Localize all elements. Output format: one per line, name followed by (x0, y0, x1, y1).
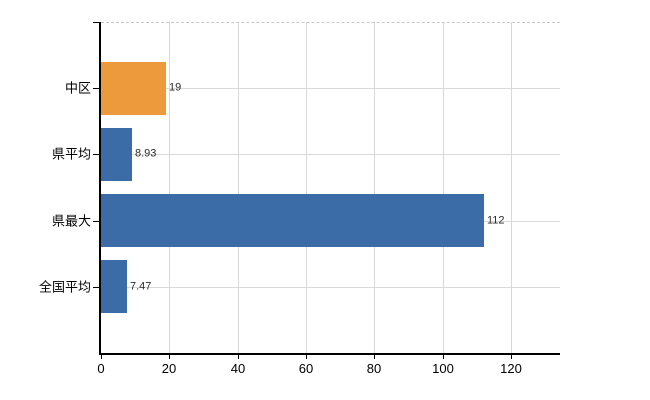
bar-0 (101, 62, 166, 115)
category-label: 県最大 (51, 213, 91, 229)
x-gridline (511, 22, 512, 353)
bar-2 (101, 194, 484, 247)
x-tick-label: 100 (432, 361, 454, 376)
x-tick-mark (306, 355, 307, 359)
plot-area: 19 8.93 112 7.47 (93, 22, 560, 359)
x-tick-mark (169, 355, 170, 359)
value-label: 8.93 (135, 147, 157, 160)
bar-1 (101, 128, 132, 181)
y-axis (99, 22, 101, 355)
value-label: 112 (487, 214, 505, 227)
x-axis (99, 353, 560, 355)
x-tick-label: 60 (298, 361, 314, 376)
x-tick-mark (511, 355, 512, 359)
y-tick-mark (93, 287, 99, 288)
category-label: 県平均 (51, 146, 91, 162)
x-tick-label: 80 (366, 361, 382, 376)
x-gridline (238, 22, 239, 353)
value-label: 19 (169, 81, 182, 94)
y-tick-mark (93, 22, 99, 23)
bar-3 (101, 260, 127, 313)
x-gridline (306, 22, 307, 353)
x-gridline (443, 22, 444, 353)
x-gridline (374, 22, 375, 353)
x-tick-label: 120 (500, 361, 522, 376)
y-tick-mark (93, 221, 99, 222)
y-tick-mark (93, 88, 99, 89)
x-tick-label: 40 (230, 361, 246, 376)
category-label: 中区 (64, 80, 91, 96)
y-gridline (101, 287, 560, 288)
y-tick-mark (93, 154, 99, 155)
y-gridline (101, 154, 560, 155)
y-gridline (101, 88, 560, 89)
x-tick-mark (374, 355, 375, 359)
x-tick-mark (443, 355, 444, 359)
x-gridline (169, 22, 170, 353)
x-tick-label: 0 (97, 361, 105, 376)
category-label: 全国平均 (38, 279, 91, 295)
x-tick-mark (101, 355, 102, 359)
value-label: 7.47 (130, 280, 152, 293)
plot-top-border (101, 22, 560, 23)
x-tick-mark (238, 355, 239, 359)
x-tick-label: 20 (161, 361, 177, 376)
